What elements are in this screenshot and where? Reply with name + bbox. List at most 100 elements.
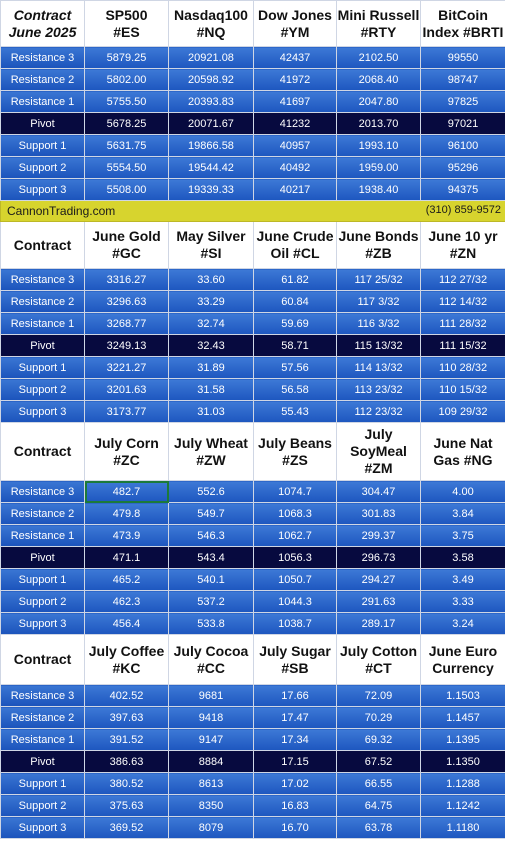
level-value-cell[interactable]: 110 15/32 xyxy=(420,378,505,401)
level-value-cell[interactable]: 1.1180 xyxy=(420,816,505,839)
level-value-cell[interactable]: 386.63 xyxy=(84,750,169,773)
level-value-cell[interactable]: 1044.3 xyxy=(253,590,337,613)
level-value-cell[interactable]: 17.34 xyxy=(253,728,337,751)
level-value-cell[interactable]: 289.17 xyxy=(336,612,421,635)
level-value-cell[interactable]: 1038.7 xyxy=(253,612,337,635)
contract-header[interactable]: Contract xyxy=(0,634,85,685)
contact-banner-cell[interactable]: CannonTrading.com (310) 859-9572 xyxy=(0,200,505,222)
level-value-cell[interactable]: 1959.00 xyxy=(336,156,421,179)
level-value-cell[interactable]: 69.32 xyxy=(336,728,421,751)
level-value-cell[interactable]: 97825 xyxy=(420,90,505,113)
level-value-cell[interactable]: 111 15/32 xyxy=(420,334,505,357)
level-value-cell[interactable]: 60.84 xyxy=(253,290,337,313)
column-header-july-cotton-ct[interactable]: July Cotton #CT xyxy=(336,634,421,685)
contract-header[interactable]: Contract June 2025 xyxy=(0,0,85,47)
level-value-cell[interactable]: 20598.92 xyxy=(168,68,254,91)
level-value-cell[interactable]: 70.29 xyxy=(336,706,421,729)
level-value-cell[interactable]: 543.4 xyxy=(168,546,254,569)
level-value-cell[interactable]: 3.58 xyxy=(420,546,505,569)
level-value-cell[interactable]: 537.2 xyxy=(168,590,254,613)
level-value-cell[interactable]: 375.63 xyxy=(84,794,169,817)
row-label-resistance-2[interactable]: Resistance 2 xyxy=(0,68,85,91)
level-value-cell[interactable]: 57.56 xyxy=(253,356,337,379)
row-label-support-2[interactable]: Support 2 xyxy=(0,794,85,817)
level-value-cell[interactable]: 19339.33 xyxy=(168,178,254,201)
level-value-cell[interactable]: 109 29/32 xyxy=(420,400,505,423)
contract-header[interactable]: Contract xyxy=(0,422,85,481)
level-value-cell[interactable]: 9681 xyxy=(168,684,254,707)
level-value-cell[interactable]: 1938.40 xyxy=(336,178,421,201)
level-value-cell[interactable]: 19544.42 xyxy=(168,156,254,179)
level-value-cell[interactable]: 301.83 xyxy=(336,502,421,525)
level-value-cell[interactable]: 19866.58 xyxy=(168,134,254,157)
row-label-pivot[interactable]: Pivot xyxy=(0,546,85,569)
level-value-cell[interactable]: 66.55 xyxy=(336,772,421,795)
level-value-cell[interactable]: 1062.7 xyxy=(253,524,337,547)
level-value-cell[interactable]: 56.58 xyxy=(253,378,337,401)
level-value-cell[interactable]: 112 23/32 xyxy=(336,400,421,423)
level-value-cell[interactable]: 16.83 xyxy=(253,794,337,817)
level-value-cell[interactable]: 3316.27 xyxy=(84,268,169,291)
level-value-cell[interactable]: 9418 xyxy=(168,706,254,729)
level-value-cell[interactable]: 117 25/32 xyxy=(336,268,421,291)
column-header-june-euro-currency[interactable]: June Euro Currency xyxy=(420,634,505,685)
row-label-support-3[interactable]: Support 3 xyxy=(0,816,85,839)
level-value-cell[interactable]: 5678.25 xyxy=(84,112,169,135)
level-value-cell[interactable]: 112 14/32 xyxy=(420,290,505,313)
level-value-cell[interactable]: 1050.7 xyxy=(253,568,337,591)
level-value-cell[interactable]: 1.1503 xyxy=(420,684,505,707)
level-value-cell[interactable]: 3296.63 xyxy=(84,290,169,313)
level-value-cell[interactable]: 8884 xyxy=(168,750,254,773)
level-value-cell[interactable]: 117 3/32 xyxy=(336,290,421,313)
level-value-cell[interactable]: 58.71 xyxy=(253,334,337,357)
level-value-cell[interactable]: 40217 xyxy=(253,178,337,201)
column-header-may-silver-si[interactable]: May Silver #SI xyxy=(168,221,254,269)
level-value-cell[interactable]: 42437 xyxy=(253,46,337,69)
level-value-cell[interactable]: 63.78 xyxy=(336,816,421,839)
column-header-june-nat-gas-ng[interactable]: June Nat Gas #NG xyxy=(420,422,505,481)
level-value-cell[interactable]: 40957 xyxy=(253,134,337,157)
column-header-july-cocoa-cc[interactable]: July Cocoa #CC xyxy=(168,634,254,685)
level-value-cell[interactable]: 33.60 xyxy=(168,268,254,291)
level-value-cell[interactable]: 20071.67 xyxy=(168,112,254,135)
row-label-support-1[interactable]: Support 1 xyxy=(0,134,85,157)
row-label-pivot[interactable]: Pivot xyxy=(0,334,85,357)
level-value-cell[interactable]: 3.75 xyxy=(420,524,505,547)
level-value-cell[interactable]: 2102.50 xyxy=(336,46,421,69)
row-label-resistance-1[interactable]: Resistance 1 xyxy=(0,524,85,547)
level-value-cell[interactable]: 114 13/32 xyxy=(336,356,421,379)
level-value-cell[interactable]: 17.66 xyxy=(253,684,337,707)
row-label-resistance-2[interactable]: Resistance 2 xyxy=(0,706,85,729)
level-value-cell[interactable]: 8613 xyxy=(168,772,254,795)
row-label-pivot[interactable]: Pivot xyxy=(0,750,85,773)
level-value-cell[interactable]: 3249.13 xyxy=(84,334,169,357)
row-label-resistance-1[interactable]: Resistance 1 xyxy=(0,728,85,751)
level-value-cell[interactable]: 3173.77 xyxy=(84,400,169,423)
row-label-support-2[interactable]: Support 2 xyxy=(0,378,85,401)
level-value-cell[interactable]: 8350 xyxy=(168,794,254,817)
level-value-cell[interactable]: 291.63 xyxy=(336,590,421,613)
level-value-cell[interactable]: 5631.75 xyxy=(84,134,169,157)
row-label-support-3[interactable]: Support 3 xyxy=(0,612,85,635)
level-value-cell[interactable]: 98747 xyxy=(420,68,505,91)
level-value-cell[interactable]: 456.4 xyxy=(84,612,169,635)
level-value-cell[interactable]: 471.1 xyxy=(84,546,169,569)
column-header-june-10-yr-zn[interactable]: June 10 yr #ZN xyxy=(420,221,505,269)
column-header-dow-jones-ym[interactable]: Dow Jones #YM xyxy=(253,0,337,47)
level-value-cell[interactable]: 304.47 xyxy=(336,480,421,503)
level-value-cell[interactable]: 61.82 xyxy=(253,268,337,291)
column-header-july-beans-zs[interactable]: July Beans #ZS xyxy=(253,422,337,481)
level-value-cell[interactable]: 3268.77 xyxy=(84,312,169,335)
level-value-cell[interactable]: 113 23/32 xyxy=(336,378,421,401)
row-label-support-1[interactable]: Support 1 xyxy=(0,568,85,591)
level-value-cell[interactable]: 59.69 xyxy=(253,312,337,335)
level-value-cell[interactable]: 1074.7 xyxy=(253,480,337,503)
level-value-cell[interactable]: 479.8 xyxy=(84,502,169,525)
row-label-support-2[interactable]: Support 2 xyxy=(0,156,85,179)
row-label-resistance-3[interactable]: Resistance 3 xyxy=(0,684,85,707)
level-value-cell[interactable]: 1056.3 xyxy=(253,546,337,569)
level-value-cell[interactable]: 96100 xyxy=(420,134,505,157)
level-value-cell[interactable]: 41697 xyxy=(253,90,337,113)
level-value-cell[interactable]: 8079 xyxy=(168,816,254,839)
row-label-resistance-1[interactable]: Resistance 1 xyxy=(0,90,85,113)
